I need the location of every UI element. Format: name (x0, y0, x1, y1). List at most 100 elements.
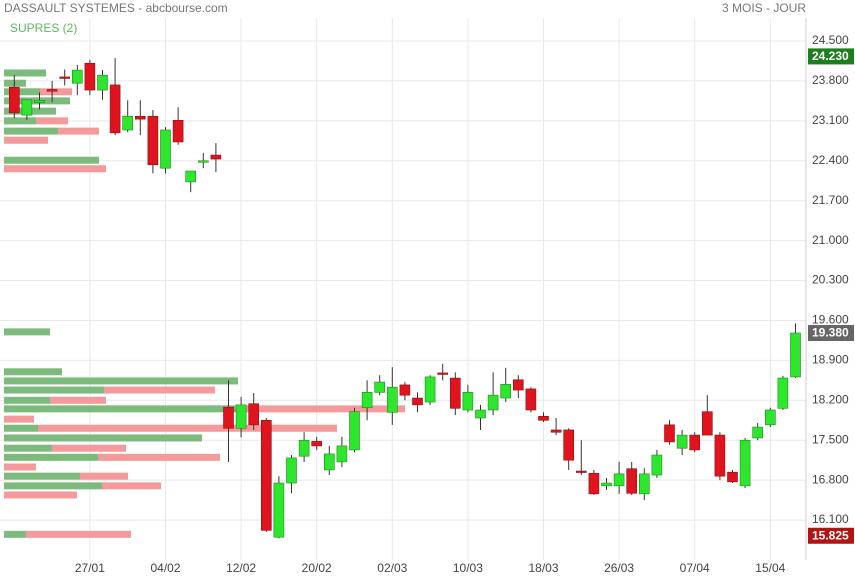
candle-body (475, 409, 486, 419)
volume-sell (58, 127, 99, 135)
candle-body (714, 434, 726, 477)
volume-sell (50, 396, 106, 404)
candle-body (349, 411, 360, 451)
volume-sell (98, 453, 220, 461)
candle-body (651, 454, 663, 476)
x-tick-label: 15/04 (755, 561, 785, 575)
volume-sell (4, 463, 36, 471)
x-tick-label: 10/03 (453, 561, 483, 575)
y-tick-label: 22.400 (812, 153, 849, 167)
volume-buy (4, 424, 38, 432)
candle-body (449, 377, 461, 409)
volume-buy (4, 156, 99, 164)
price-marker-label: 15.825 (812, 528, 849, 542)
price-marker (808, 527, 854, 544)
volume-sell (104, 386, 215, 394)
candle-body (563, 429, 575, 461)
candle-body (248, 403, 259, 426)
candle-body (46, 89, 58, 92)
candle-body (525, 388, 537, 411)
volume-buy (4, 79, 26, 87)
price-marker (808, 48, 854, 65)
candle-body (84, 62, 96, 91)
candle-body (97, 74, 108, 91)
y-tick-label: 21.000 (812, 233, 849, 247)
volume-buy (4, 405, 238, 413)
candle-body (21, 99, 33, 116)
candle-body (198, 160, 209, 163)
candle-body (260, 419, 272, 531)
candle-body (588, 473, 600, 495)
volume-sell (52, 444, 126, 452)
candle-body (172, 119, 184, 143)
candle-body (764, 409, 776, 426)
candle-body (727, 471, 738, 483)
volume-sell (80, 472, 128, 480)
candle-body (626, 468, 638, 494)
candle-body (185, 170, 196, 183)
candle-body (437, 372, 449, 375)
volume-sell (102, 482, 161, 490)
candle-body (109, 84, 121, 134)
candle-body (462, 392, 474, 411)
price-marker (808, 325, 854, 342)
candle-body (601, 482, 612, 487)
candle-body (9, 86, 20, 114)
y-tick-label: 23.100 (812, 113, 849, 127)
x-tick-label: 27/01 (75, 561, 105, 575)
volume-sell (4, 136, 48, 144)
candle-body (298, 439, 310, 457)
candle-body (34, 100, 45, 103)
period: 3 MOIS - JOUR (722, 1, 806, 15)
candle-body (638, 473, 650, 495)
price-marker-label: 24.230 (812, 49, 849, 63)
candle-body (613, 473, 625, 487)
candle-body (59, 76, 71, 79)
candle-body (223, 406, 234, 429)
volume-sell (26, 530, 131, 538)
y-tick-label: 16.100 (812, 512, 849, 526)
chart-title: DASSAULT SYSTEMES - abcbourse.com (4, 1, 228, 15)
y-tick-label: 17.500 (812, 432, 849, 446)
candle-body (701, 411, 713, 436)
candle-body (135, 115, 146, 120)
candle-body (752, 426, 764, 439)
volume-sell (38, 424, 337, 432)
volume-buy (4, 69, 46, 77)
x-tick-label: 12/02 (226, 561, 256, 575)
indicator-label: SUPRES (2) (10, 21, 77, 35)
candle-body (500, 384, 512, 399)
candle-body (487, 394, 499, 411)
candle-body (386, 386, 398, 413)
volume-sell (4, 491, 77, 499)
volume-buy (4, 530, 26, 538)
candle-body (550, 429, 562, 433)
volume-buy (4, 482, 102, 490)
candle-body (160, 129, 171, 169)
y-tick-label: 19.600 (812, 313, 849, 327)
candle-body (575, 470, 587, 473)
candle-body (235, 404, 247, 429)
volume-buy (4, 328, 50, 336)
volume-sell (238, 405, 405, 413)
volume-sell (4, 415, 34, 423)
volume-buy (4, 377, 238, 385)
candle-body (147, 115, 159, 166)
volume-buy (4, 434, 202, 442)
volume-buy (4, 127, 58, 135)
candle-body (210, 154, 222, 160)
candle-body (664, 424, 675, 443)
candle-body (336, 445, 348, 463)
volume-sell (36, 117, 68, 125)
x-tick-label: 02/03 (377, 561, 407, 575)
volume-buy (4, 453, 98, 461)
candle-body (311, 441, 323, 447)
candle-body (374, 381, 386, 393)
candle-body (72, 69, 83, 84)
y-tick-label: 20.300 (812, 273, 849, 287)
x-tick-label: 18/03 (528, 561, 558, 575)
y-tick-label: 23.800 (812, 73, 849, 87)
volume-buy (4, 444, 52, 452)
